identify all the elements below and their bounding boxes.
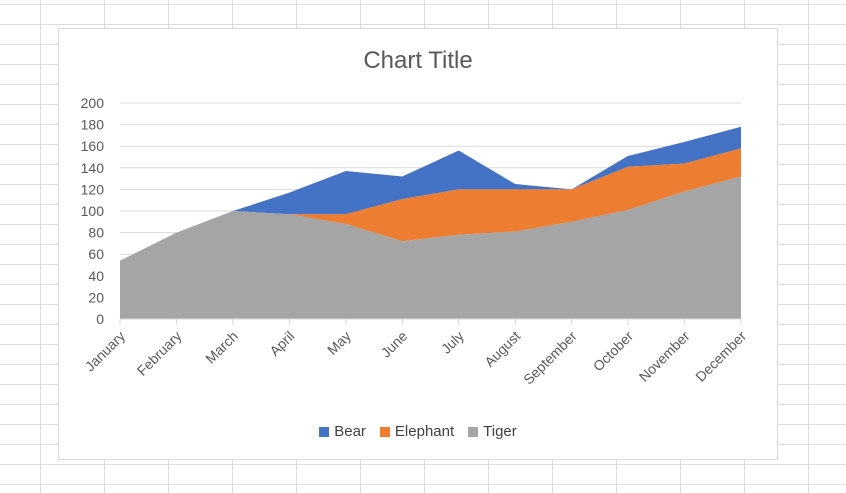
y-tick-label-120: 120 — [81, 181, 105, 197]
x-tick-label-march: March — [202, 328, 241, 367]
legend[interactable]: Bear Elephant Tiger — [59, 423, 777, 440]
plot-svg: 0 20 40 60 80 100 120 140 160 180 200 January Februa… — [81, 95, 750, 388]
legend-swatch-elephant — [379, 426, 390, 437]
x-tick-label-june: June — [378, 328, 411, 361]
legend-item-tiger[interactable]: Tiger — [468, 423, 517, 440]
chart-area[interactable]: Chart Title 0 20 40 60 80 100 120 140 160 180 200 J… — [58, 28, 778, 460]
y-tick-label-20: 20 — [88, 289, 104, 305]
legend-swatch-bear — [319, 426, 330, 437]
legend-item-elephant[interactable]: Elephant — [379, 423, 455, 440]
legend-item-bear[interactable]: Bear — [319, 423, 366, 440]
y-tick-label-100: 100 — [81, 203, 105, 219]
x-tick-label-may: May — [324, 328, 354, 358]
y-tick-label-80: 80 — [88, 225, 104, 241]
y-tick-label-160: 160 — [81, 138, 105, 154]
x-tick-label-october: October — [590, 328, 637, 375]
y-tick-label-140: 140 — [81, 160, 105, 176]
x-tick-label-december: December — [692, 328, 749, 385]
x-tick-label-july: July — [438, 328, 467, 357]
legend-label-elephant: Elephant — [394, 423, 455, 440]
x-tick-label-february: February — [134, 328, 185, 379]
x-tick-label-september: September — [520, 328, 580, 388]
x-tick-label-august: August — [481, 328, 523, 370]
legend-label-bear: Bear — [334, 423, 366, 440]
x-tick-label-january: January — [82, 328, 129, 375]
area-series-bear — [120, 126, 741, 261]
area-series-tiger — [120, 176, 741, 319]
area-series-elephant — [120, 148, 741, 261]
y-tick-label-60: 60 — [88, 246, 104, 262]
legend-label-tiger: Tiger — [483, 423, 517, 440]
y-tick-label-0: 0 — [96, 311, 104, 327]
legend-swatch-tiger — [468, 426, 479, 437]
y-tick-label-180: 180 — [81, 117, 105, 133]
y-tick-label-40: 40 — [88, 268, 104, 284]
x-tick-label-november: November — [636, 328, 693, 385]
y-tick-label-200: 200 — [81, 95, 105, 111]
chart-title[interactable]: Chart Title — [363, 47, 473, 74]
x-tick-label-april: April — [266, 328, 297, 359]
